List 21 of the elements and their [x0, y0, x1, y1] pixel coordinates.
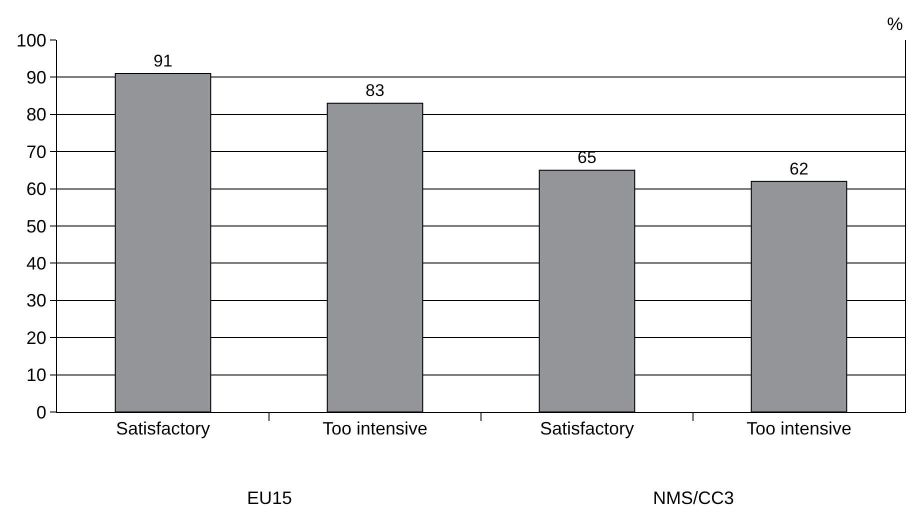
data-label: 62	[790, 159, 808, 178]
data-label: 83	[366, 81, 384, 100]
text: EU15	[247, 488, 292, 506]
y-tick-label: 40	[26, 254, 46, 274]
y-axis-title: %	[887, 14, 904, 34]
x-tick-label: Too intensive	[746, 418, 852, 439]
y-tick-label: 20	[26, 328, 46, 348]
x-tick-label: Satisfactory	[116, 418, 210, 439]
y-tick-label: 60	[26, 179, 46, 200]
y-tick-label: 10	[26, 365, 46, 386]
y-tick-label: 90	[26, 68, 46, 88]
data-label: 91	[154, 51, 172, 70]
text: NMS/CC3	[653, 488, 734, 506]
x-tick-label: Too intensive	[322, 418, 428, 439]
y-tick-label: 80	[26, 104, 46, 125]
x-tick-label: Satisfactory	[540, 418, 634, 439]
y-tick-label: 30	[26, 290, 46, 311]
y-tick-label: 0	[36, 402, 46, 422]
y-tick-label: 100	[16, 30, 46, 50]
y-tick-label: 50	[26, 216, 46, 236]
y-tick-label: 70	[26, 142, 46, 162]
